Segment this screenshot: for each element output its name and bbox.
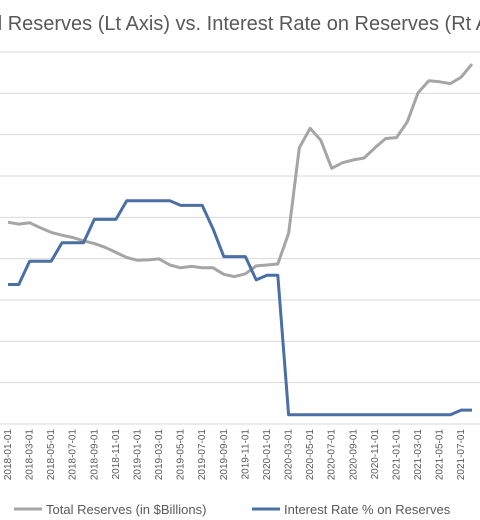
x-tick-label: 2020-09-01 [348,429,359,481]
x-tick-label: 2021-07-01 [456,429,467,481]
x-tick-label: 2021-03-01 [413,429,424,481]
gridlines [0,51,480,384]
series-line-interest-rate [8,199,472,417]
legend-label-interest-rate: Interest Rate % on Reserves [284,502,451,517]
x-tick-label: 2018-05-01 [46,429,57,481]
x-tick-label: 2018-03-01 [25,429,36,481]
x-tick-label: 2020-05-01 [305,429,316,481]
x-tick-label: 2020-07-01 [327,429,338,481]
legend-label-total-reserves: Total Reserves (in $Billions) [46,502,206,517]
x-tick-label: 2019-09-01 [219,429,230,481]
x-tick-label: 2019-11-01 [240,429,251,480]
legend-item-total-reserves: Total Reserves (in $Billions) [14,502,206,517]
x-tick-label: 2019-03-01 [154,429,165,481]
x-tick-label: 2020-01-01 [262,429,273,481]
x-tick-label: 2018-01-01 [3,429,14,481]
x-tick-label: 2019-05-01 [176,429,187,481]
x-tick-label: 2020-03-01 [284,429,295,481]
series-lines [7,63,474,417]
x-tick-label: 2019-07-01 [197,429,208,481]
chart-title: Total Reserves (Lt Axis) vs. Interest Ra… [0,13,480,35]
x-tick-label: 2018-09-01 [89,429,100,481]
legend-item-interest-rate: Interest Rate % on Reserves [252,502,451,517]
series-line-total-reserves [7,63,474,279]
legend: Total Reserves (in $Billions) Interest R… [14,502,451,517]
x-tick-label: 2021-01-01 [391,429,402,481]
x-tick-label: 2018-07-01 [68,429,79,481]
x-tick-label: 2020-11-01 [370,429,381,480]
x-tick-label: 2019-01-01 [132,429,143,481]
x-tick-label: 2018-11-01 [111,429,122,480]
x-tick-label: 2021-05-01 [435,429,446,481]
x-tick-labels: 2018-01-01 2018-03-01 2018-05-01 2018-07-01… [3,429,467,481]
